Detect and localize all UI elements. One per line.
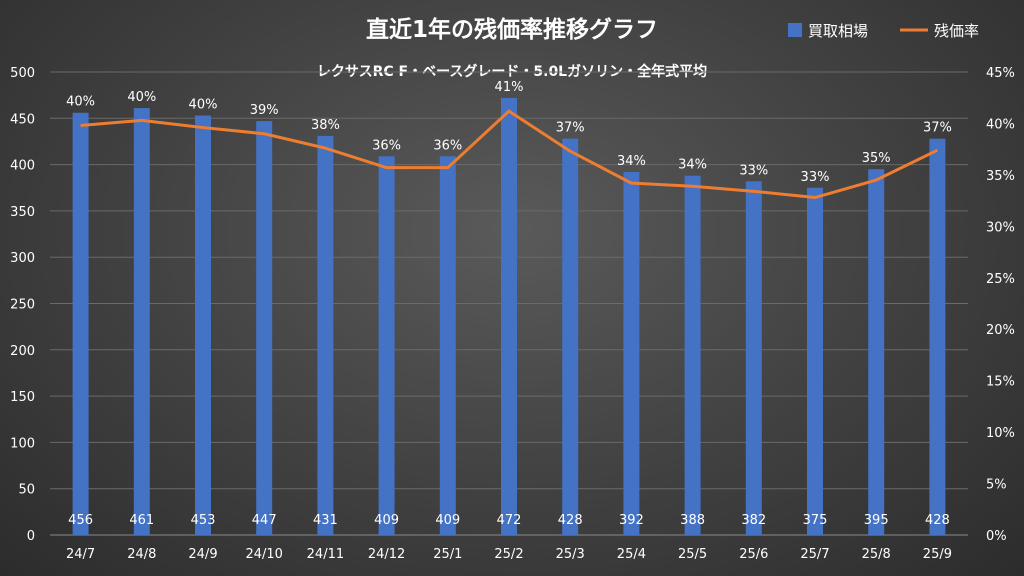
bar-data-label: 447: [252, 513, 277, 528]
right-tick-label: 35%: [986, 169, 1015, 184]
line-data-label: 40%: [189, 98, 218, 113]
line-data-label: 38%: [311, 118, 340, 133]
x-tick-label: 25/5: [678, 547, 707, 562]
line-data-label: 37%: [923, 121, 952, 136]
bar-data-label: 388: [680, 513, 705, 528]
x-tick-label: 24/7: [66, 547, 95, 562]
x-tick-label: 25/3: [556, 547, 585, 562]
bar-data-label: 382: [741, 513, 766, 528]
bar: [133, 108, 150, 535]
bar: [929, 138, 946, 535]
legend-swatch-bar: [788, 23, 802, 37]
x-axis-ticks: 24/7 24/8 24/9 24/10 24/11 24/12 25/1 25/2 25/3 2…: [66, 547, 952, 562]
x-tick-label: 25/4: [617, 547, 646, 562]
x-tick-label: 25/6: [739, 547, 768, 562]
bar-data-label: 375: [803, 513, 828, 528]
line-data-label: 35%: [862, 151, 891, 166]
line-data-label: 34%: [617, 154, 646, 169]
line-data-label: 40%: [127, 90, 156, 105]
line-data-label: 34%: [678, 158, 707, 173]
bar: [378, 156, 395, 536]
x-tick-label: 24/8: [127, 547, 156, 562]
right-tick-label: 5%: [986, 478, 1007, 493]
bar-data-label: 456: [68, 513, 93, 528]
legend: 買取相場 残価率: [788, 22, 979, 40]
line-data-label: 36%: [372, 138, 401, 153]
line-data-labels: 40% 40% 40% 39% 38% 36% 36% 41% 37% 34% 34% 33% 33% 3…: [66, 80, 952, 185]
bar: [501, 97, 517, 535]
bar: [256, 121, 273, 535]
bar: [195, 115, 211, 535]
left-tick-label: 0: [27, 529, 35, 544]
line-path: [80, 109, 939, 200]
bar-data-labels: 456 461 453 447 431 409 409 472 428 392 388 382 375 3…: [68, 513, 950, 528]
left-tick-label: 450: [10, 112, 35, 127]
x-tick-label: 25/2: [494, 547, 523, 562]
line-data-label: 36%: [433, 138, 462, 153]
right-tick-label: 15%: [986, 375, 1015, 390]
x-tick-label: 24/9: [188, 547, 217, 562]
x-tick-label: 25/7: [800, 547, 829, 562]
left-tick-label: 300: [10, 251, 35, 266]
right-tick-label: 10%: [986, 426, 1015, 441]
chart-title: 直近1年の残価率推移グラフ: [366, 16, 658, 43]
bar-data-label: 409: [374, 513, 399, 528]
line-data-label: 41%: [495, 80, 524, 95]
x-tick-label: 25/8: [862, 547, 891, 562]
bar-data-label: 395: [864, 513, 889, 528]
line-data-label: 33%: [801, 170, 830, 185]
bar-data-label: 472: [497, 513, 522, 528]
left-tick-label: 400: [10, 159, 35, 174]
right-tick-label: 0%: [986, 529, 1007, 544]
left-tick-label: 350: [10, 205, 35, 220]
line-data-label: 33%: [739, 163, 768, 178]
line-data-label: 40%: [66, 95, 95, 110]
x-tick-label: 25/9: [923, 547, 952, 562]
bar: [684, 175, 701, 535]
bar: [807, 187, 823, 535]
line-series: [80, 109, 939, 200]
bar-data-label: 428: [558, 513, 583, 528]
x-tick-label: 25/1: [433, 547, 462, 562]
bar: [439, 156, 456, 536]
x-tick-label: 24/11: [307, 547, 344, 562]
bar-data-label: 461: [129, 513, 154, 528]
x-tick-label: 24/12: [368, 547, 405, 562]
right-tick-label: 40%: [986, 117, 1015, 132]
bar-data-label: 409: [435, 513, 460, 528]
line-data-label: 37%: [556, 121, 585, 136]
right-tick-label: 45%: [986, 66, 1015, 81]
bar-series: [72, 97, 946, 536]
bar: [623, 172, 640, 535]
right-axis-ticks: 0% 5% 10% 15% 20% 25% 30% 35% 40% 45%: [986, 66, 1015, 544]
bar: [317, 135, 334, 536]
left-axis-ticks: 0 50 100 150 200 250 300 350 400 450 500: [10, 66, 35, 544]
left-tick-label: 100: [10, 436, 35, 451]
left-tick-label: 50: [18, 483, 35, 498]
left-tick-label: 150: [10, 390, 35, 405]
x-tick-label: 24/10: [245, 547, 282, 562]
bar: [868, 169, 885, 536]
left-tick-label: 250: [10, 298, 35, 313]
bar: [72, 112, 89, 535]
left-tick-label: 500: [10, 66, 35, 81]
legend-label-bar: 買取相場: [808, 22, 868, 40]
right-tick-label: 30%: [986, 220, 1015, 235]
bar-data-label: 431: [313, 513, 338, 528]
bar-data-label: 392: [619, 513, 644, 528]
bar-data-label: 453: [191, 513, 216, 528]
bar: [562, 138, 579, 535]
line-data-label: 39%: [250, 103, 279, 118]
right-tick-label: 20%: [986, 323, 1015, 338]
right-tick-label: 25%: [986, 272, 1015, 287]
bar: [745, 181, 762, 535]
legend-label-line: 残価率: [934, 22, 979, 40]
bar-data-label: 428: [925, 513, 950, 528]
left-tick-label: 200: [10, 344, 35, 359]
